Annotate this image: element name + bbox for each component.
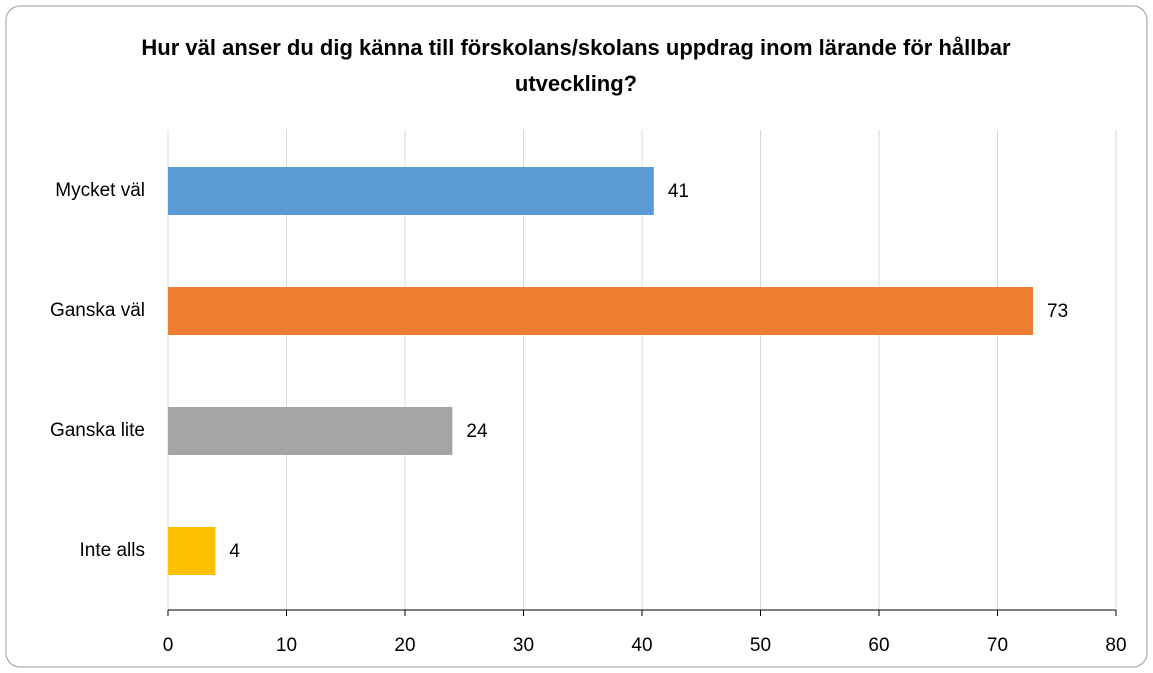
x-tick-label: 0	[163, 635, 174, 656]
y-tick-label: Ganska väl	[50, 300, 145, 321]
x-tick-label: 20	[394, 635, 415, 656]
x-tick-label: 80	[1105, 635, 1126, 656]
x-tick-label: 30	[513, 635, 534, 656]
x-tick-label: 70	[987, 635, 1008, 656]
x-tick-label: 60	[868, 635, 889, 656]
y-tick-label: Inte alls	[80, 540, 145, 561]
data-label: 41	[668, 181, 689, 202]
bar	[168, 287, 1034, 335]
data-label: 4	[229, 541, 240, 562]
bar	[168, 167, 654, 215]
y-tick-label: Mycket väl	[55, 180, 145, 201]
data-label: 24	[466, 421, 488, 442]
chart-title: Hur väl anser du dig känna till förskola…	[141, 35, 1011, 96]
y-tick-label: Ganska lite	[50, 420, 145, 441]
bar	[168, 407, 453, 455]
x-tick-label: 50	[750, 635, 771, 656]
x-tick-label: 10	[276, 635, 297, 656]
x-tick-label: 40	[631, 635, 652, 656]
data-label: 73	[1047, 301, 1068, 322]
bar	[168, 527, 216, 575]
